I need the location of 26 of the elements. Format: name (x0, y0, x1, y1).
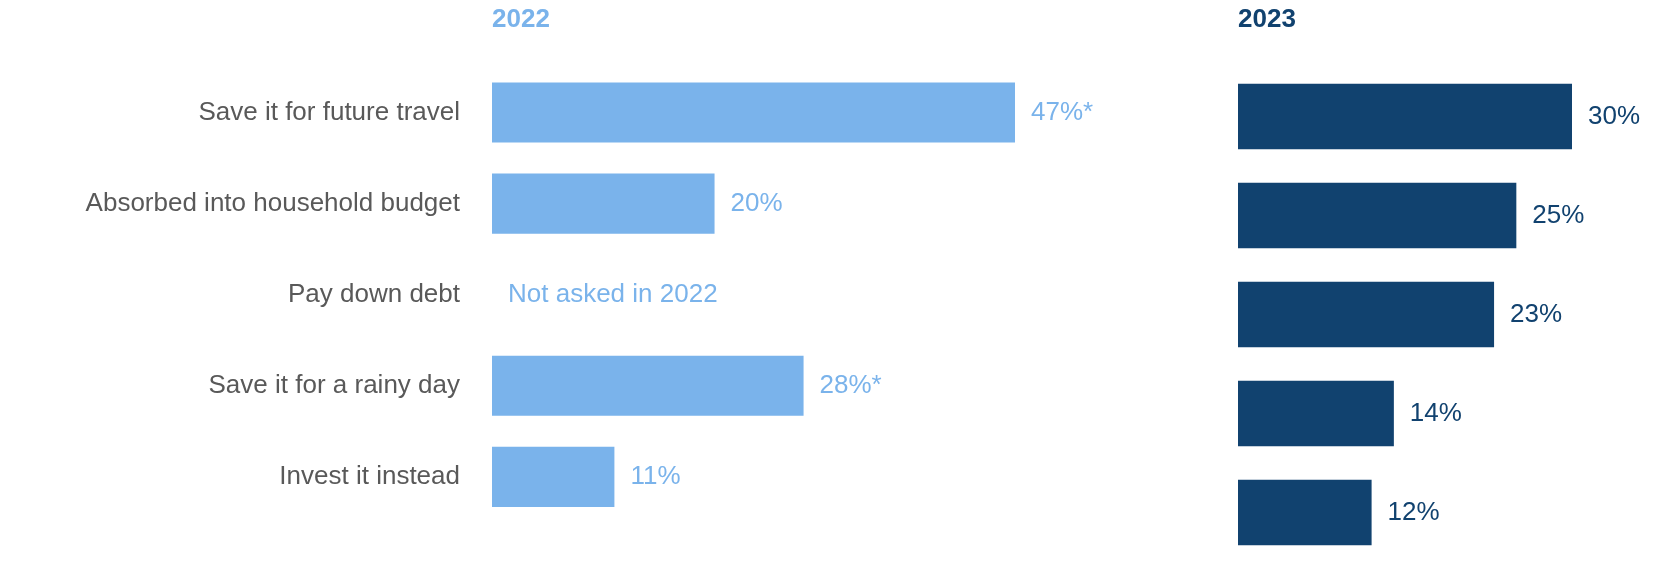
data-label: 28%* (819, 368, 882, 399)
bar (1238, 182, 1517, 249)
annotation: Not asked in 2022 (508, 277, 718, 308)
data-label: 30% (1588, 99, 1641, 130)
chart-title: 2023 (1238, 3, 1296, 34)
data-label: 12% (1387, 495, 1440, 526)
data-label: 23% (1510, 297, 1563, 328)
data-label: 20% (730, 186, 783, 217)
bar (492, 446, 615, 507)
y-tick-label: Save it for a rainy day (208, 368, 460, 399)
data-label: 47%* (1031, 95, 1094, 126)
data-label: 25% (1532, 198, 1585, 229)
chart-title: 2022 (492, 3, 550, 34)
y-tick-label: Save it for future travel (198, 95, 460, 126)
bar (492, 82, 1015, 143)
y-tick-label: Pay down debt (287, 277, 461, 308)
bar (492, 173, 715, 234)
y-tick-label: Invest it instead (279, 460, 460, 491)
y-tick-label: Absorbed into household budget (85, 186, 461, 217)
data-label: 11% (630, 460, 681, 491)
bar (1238, 281, 1495, 348)
bar (492, 355, 804, 416)
bar (1238, 479, 1372, 546)
bar (1238, 83, 1572, 150)
bar (1238, 380, 1394, 447)
data-label: 14% (1409, 396, 1462, 427)
